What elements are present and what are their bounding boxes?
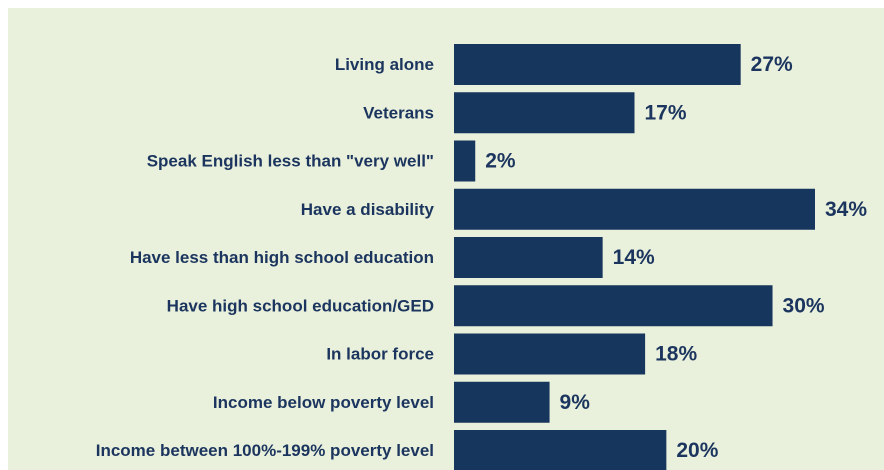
bar — [454, 92, 635, 134]
bar — [454, 333, 646, 375]
value-label: 18% — [655, 343, 697, 366]
category-label: Have high school education/GED — [167, 296, 434, 315]
bar — [454, 285, 773, 327]
category-label: In labor force — [326, 345, 434, 364]
category-label: Have a disability — [301, 200, 435, 219]
value-label: 30% — [783, 294, 825, 317]
value-label: 14% — [613, 246, 655, 269]
labels-layer: Living alone 27% Veterans 17% Speak English … — [96, 53, 868, 462]
category-label: Income below poverty level — [213, 393, 434, 412]
category-label: Veterans — [363, 103, 434, 122]
category-label: Have less than high school education — [130, 248, 434, 267]
bar — [454, 237, 603, 278]
category-label: Living alone — [335, 55, 434, 74]
value-label: 2% — [485, 150, 516, 173]
bar — [454, 44, 741, 85]
value-label: 17% — [645, 101, 687, 124]
value-label: 20% — [676, 439, 718, 462]
category-label: Speak English less than "very well" — [147, 152, 434, 171]
value-label: 9% — [560, 391, 591, 414]
category-label: Income between 100%-199% poverty level — [96, 441, 434, 460]
bars-layer — [454, 44, 815, 470]
bar — [454, 188, 815, 230]
bar — [454, 430, 667, 470]
value-label: 34% — [825, 198, 867, 221]
value-label: 27% — [751, 53, 793, 76]
bar — [454, 140, 476, 182]
bar — [454, 381, 550, 423]
